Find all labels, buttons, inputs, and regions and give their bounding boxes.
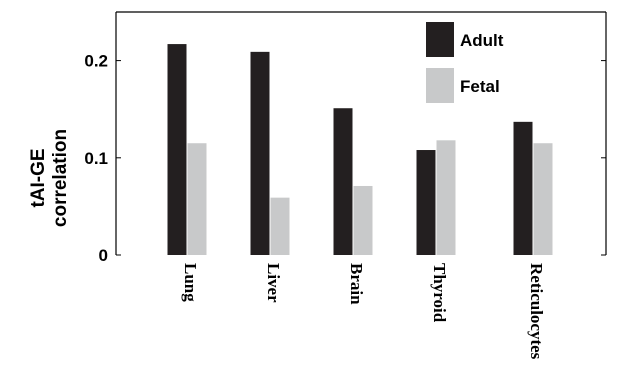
bar-liver-fetal bbox=[270, 197, 290, 255]
bar-brain-fetal bbox=[353, 185, 373, 255]
y-axis-label-line-1: tAI-GE bbox=[28, 148, 49, 207]
legend-swatch-fetal bbox=[426, 68, 454, 103]
bars bbox=[167, 44, 553, 255]
legend-label-fetal: Fetal bbox=[460, 77, 500, 96]
legend-label-adult: Adult bbox=[460, 31, 504, 50]
category-label-thyroid: Thyroid bbox=[430, 263, 449, 323]
bar-reticulocytes-adult bbox=[513, 121, 533, 255]
bar-brain-adult bbox=[333, 108, 353, 255]
legend-swatch-adult bbox=[426, 22, 454, 57]
y-tick-label: 0.2 bbox=[84, 52, 108, 71]
y-tick-label: 0.1 bbox=[84, 149, 108, 168]
bar-thyroid-adult bbox=[416, 150, 436, 255]
category-labels: Lung Liver Brain Thyroid Reticulocytes bbox=[181, 263, 546, 360]
y-axis-ticks: 0 0.1 0.2 bbox=[84, 52, 606, 265]
y-axis-label: tAI-GE correlation bbox=[28, 129, 71, 227]
category-label-brain: Brain bbox=[347, 263, 366, 305]
plot-frame bbox=[115, 11, 607, 255]
y-axis-label-line-2: correlation bbox=[50, 129, 71, 227]
bar-lung-adult bbox=[167, 44, 187, 255]
bar-reticulocytes-fetal bbox=[533, 143, 553, 255]
bar-lung-fetal bbox=[187, 143, 207, 255]
y-tick-label: 0 bbox=[99, 246, 108, 265]
bar-liver-adult bbox=[250, 51, 270, 255]
legend: Adult Fetal bbox=[426, 22, 504, 103]
bar-thyroid-fetal bbox=[436, 140, 456, 255]
category-label-reticulocytes: Reticulocytes bbox=[527, 263, 546, 360]
category-label-liver: Liver bbox=[264, 263, 283, 303]
category-label-lung: Lung bbox=[181, 263, 200, 302]
